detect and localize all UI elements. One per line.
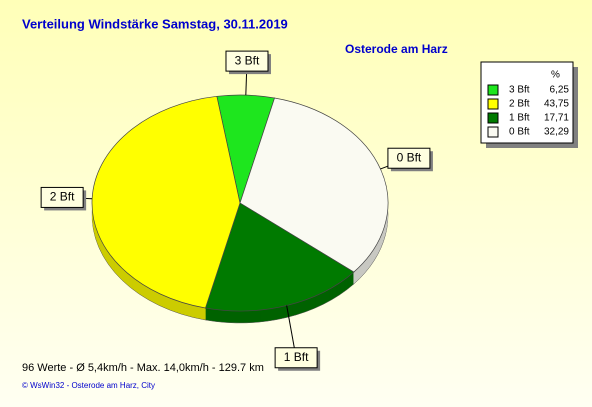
- legend-label: 1 Bft: [509, 113, 530, 124]
- chart-title: Verteilung Windstärke Samstag, 30.11.201…: [22, 16, 288, 31]
- legend-value: 32,29: [544, 127, 569, 138]
- label-box: [40, 186, 84, 208]
- footer: 96 Werte - Ø 5,4km/h - Max. 14,0km/h - 1…: [22, 362, 264, 374]
- slice-label: 1 Bft: [284, 350, 309, 364]
- legend-swatch: [487, 84, 499, 96]
- slice-label: 0 Bft: [397, 150, 422, 164]
- legend-swatch: [487, 112, 499, 124]
- slice-label: 3 Bft: [235, 53, 260, 67]
- legend-swatch: [487, 98, 499, 110]
- slice: [91, 95, 241, 309]
- legend-value: 43,75: [544, 99, 569, 110]
- label-box: [274, 347, 318, 369]
- copyright: © WsWin32 - Osterode am Harz, City: [22, 381, 155, 390]
- label-box: [225, 50, 269, 72]
- legend-title: %: [551, 70, 560, 81]
- legend-swatch: [487, 126, 499, 138]
- legend-label: 0 Bft: [509, 127, 530, 138]
- legend-label: 3 Bft: [509, 85, 530, 96]
- label-box: [387, 147, 431, 169]
- chart-subtitle: Osterode am Harz: [345, 42, 448, 56]
- legend-value: 17,71: [544, 113, 569, 124]
- slice: [239, 97, 389, 273]
- legend-label: 2 Bft: [509, 99, 530, 110]
- slice: [204, 202, 355, 312]
- legend-value: 6,25: [550, 85, 570, 96]
- slice-label: 2 Bft: [50, 190, 75, 204]
